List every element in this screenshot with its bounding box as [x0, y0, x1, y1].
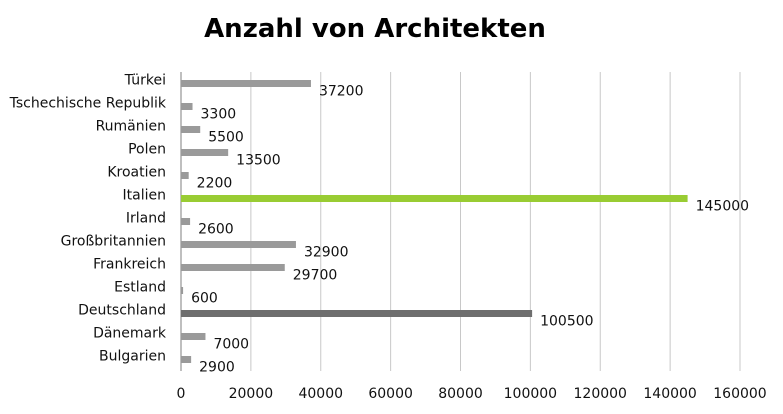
x-tick-label: 20000 [229, 386, 274, 402]
category-label: Irland [126, 211, 166, 227]
data-label: 2900 [199, 360, 235, 376]
category-label: Großbritannien [61, 234, 166, 250]
data-label: 2600 [198, 222, 234, 238]
bar [181, 103, 193, 110]
x-tick-label: 140000 [643, 386, 696, 402]
category-label: Türkei [124, 73, 166, 89]
data-label: 5500 [208, 130, 244, 146]
x-tick-label: 40000 [298, 386, 343, 402]
data-label: 100500 [540, 314, 593, 330]
x-tick-label: 160000 [713, 386, 766, 402]
data-label: 29700 [293, 268, 338, 284]
category-label: Kroatien [107, 165, 166, 181]
bar [181, 333, 206, 340]
bars [181, 80, 688, 363]
x-tick-label: 60000 [368, 386, 413, 402]
chart-title: Anzahl von Architekten [204, 14, 546, 44]
bar [181, 195, 688, 202]
category-label: Deutschland [78, 303, 166, 319]
bar [181, 172, 189, 179]
x-tick-label: 0 [177, 386, 186, 402]
data-label: 13500 [236, 153, 281, 169]
bar [181, 126, 201, 133]
bar [181, 287, 184, 294]
x-axis-ticks: 0 20000 40000 60000 80000 100000 120000 140000 1… [177, 386, 767, 402]
bar [181, 149, 229, 156]
x-tick-label: 120000 [574, 386, 627, 402]
bar [181, 310, 533, 317]
data-label: 145000 [696, 199, 749, 215]
bar [181, 241, 296, 248]
data-label: 2200 [197, 176, 233, 192]
category-label: Rumänien [96, 119, 166, 135]
category-label: Dänemark [93, 326, 167, 342]
category-label: Italien [123, 188, 166, 204]
category-label: Frankreich [93, 257, 166, 273]
category-label: Estland [114, 280, 166, 296]
bar [181, 356, 192, 363]
category-label: Bulgarien [99, 349, 166, 365]
gridlines [180, 72, 741, 371]
data-label: 600 [191, 291, 218, 307]
x-tick-label: 100000 [504, 386, 557, 402]
data-label: 3300 [201, 107, 237, 123]
bar [181, 80, 311, 87]
bar [181, 218, 191, 225]
x-tick-label: 80000 [438, 386, 483, 402]
category-label: Polen [128, 142, 166, 158]
category-labels: Türkei Tschechische Republik Rumänien Polen… [9, 73, 167, 365]
data-label: 32900 [304, 245, 349, 261]
data-label: 7000 [213, 337, 249, 353]
bar [181, 264, 285, 271]
category-label: Tschechische Republik [9, 96, 167, 112]
data-label: 37200 [319, 84, 364, 100]
